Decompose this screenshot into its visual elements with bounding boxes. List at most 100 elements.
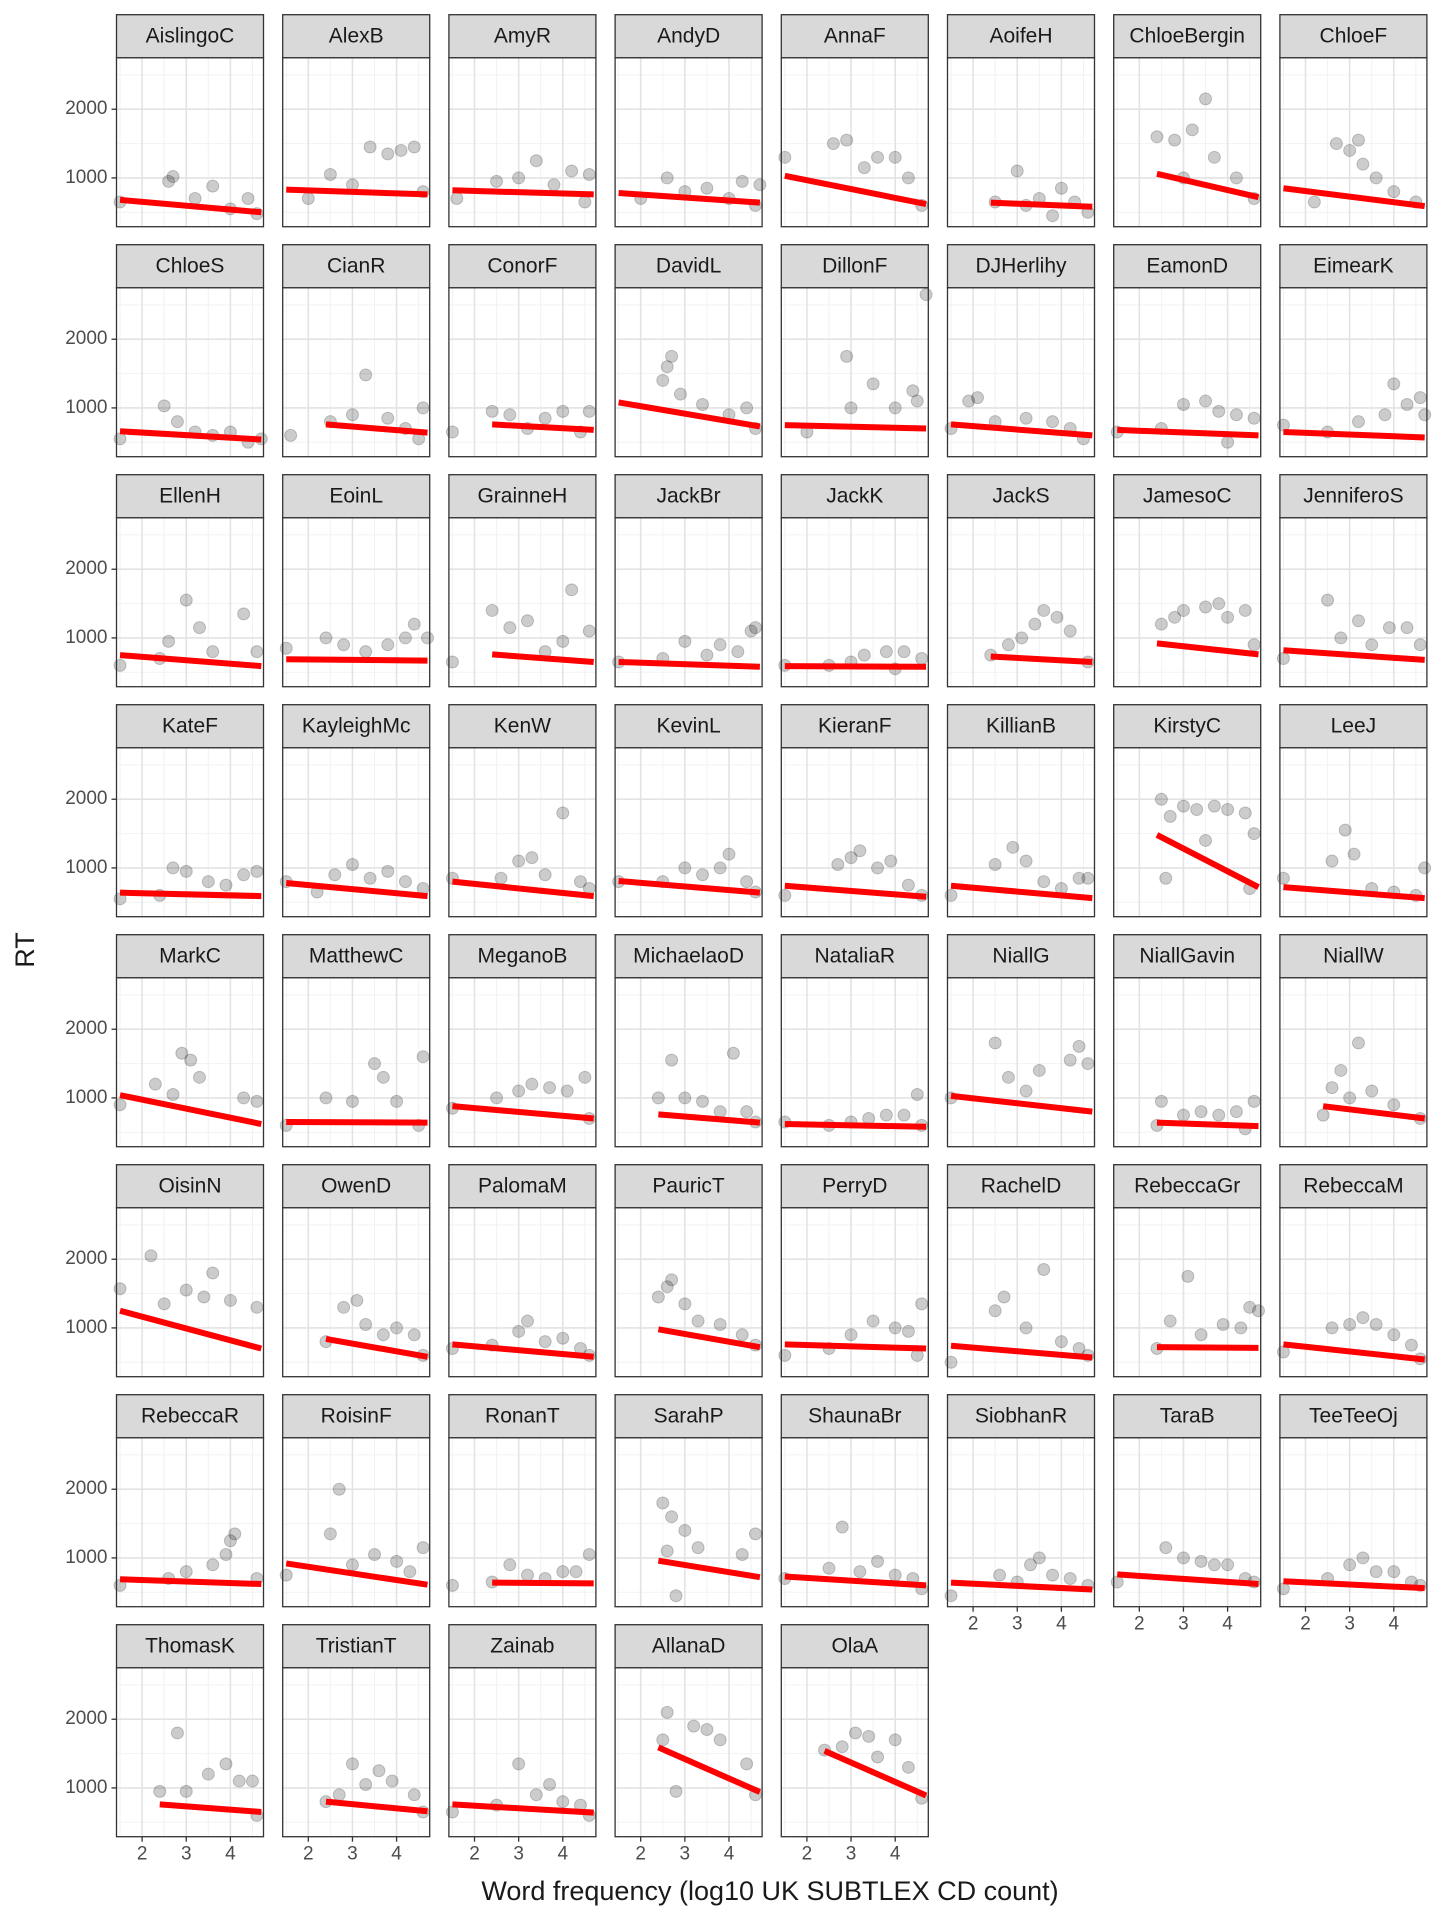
panel: RoisinF	[279, 1394, 431, 1608]
point	[1351, 614, 1365, 628]
point	[573, 875, 587, 889]
strip-label: AndyD	[657, 25, 720, 48]
point	[337, 638, 351, 652]
y-axis-title: RT	[10, 932, 40, 968]
point	[1168, 133, 1182, 147]
x-tick-label: 4	[890, 1844, 901, 1865]
fit-line	[1283, 1341, 1426, 1363]
point	[166, 861, 180, 875]
point	[250, 1094, 264, 1108]
strip-label: KillianB	[986, 715, 1056, 738]
point	[866, 377, 880, 391]
panel-background	[1113, 977, 1261, 1147]
point	[490, 174, 504, 188]
strip-label: MatthewC	[309, 945, 404, 968]
point	[901, 171, 915, 185]
point	[1199, 394, 1213, 408]
point	[1343, 1091, 1357, 1105]
point	[687, 1719, 701, 1733]
strip	[1113, 704, 1262, 749]
point	[445, 425, 459, 439]
strip-label: JackBr	[657, 485, 721, 508]
strip	[614, 1394, 763, 1439]
fit-line	[990, 199, 1093, 210]
strip-label: MeganoB	[477, 945, 567, 968]
y-tick-label: 2000	[65, 1478, 107, 1499]
point	[1369, 1565, 1383, 1579]
point	[398, 631, 412, 645]
strip	[614, 474, 763, 519]
strip-label: AllanaD	[652, 1635, 726, 1658]
x-tick-label: 3	[1178, 1614, 1189, 1635]
point	[144, 1249, 158, 1263]
point	[416, 1050, 430, 1064]
point	[525, 851, 539, 865]
fit-line	[452, 187, 594, 198]
point	[731, 645, 745, 659]
panel: TristianT 2 3 4	[282, 1624, 431, 1865]
panel: AllanaD 2 3 4	[614, 1624, 763, 1865]
point	[660, 1280, 674, 1294]
strip	[282, 934, 431, 979]
point	[1221, 610, 1235, 624]
point	[1199, 833, 1213, 847]
point	[241, 192, 255, 206]
point	[206, 1558, 220, 1572]
point	[1194, 1105, 1208, 1119]
panel-background	[116, 1207, 264, 1377]
point	[1334, 631, 1348, 645]
point	[660, 1705, 674, 1719]
point	[170, 415, 184, 429]
point	[910, 1087, 924, 1101]
point	[665, 1053, 679, 1067]
strip-label: EamonD	[1146, 255, 1228, 278]
panel: JackBr	[612, 474, 763, 688]
point	[1387, 1098, 1401, 1112]
point	[556, 1795, 570, 1809]
point	[1243, 1300, 1257, 1314]
point	[1418, 861, 1432, 875]
point	[381, 147, 395, 161]
strip	[1113, 1164, 1262, 1209]
point	[206, 179, 220, 193]
point	[345, 857, 359, 871]
panel: JackK	[778, 474, 929, 688]
point	[569, 1565, 583, 1579]
panel: TaraB 2 3 4	[1110, 1394, 1262, 1635]
strip-label: ThomasK	[145, 1635, 235, 1658]
point	[988, 1036, 1002, 1050]
y-tick-label: 1000	[65, 857, 107, 878]
panel-background	[781, 1667, 929, 1837]
y-tick-label: 1000	[65, 627, 107, 648]
fit-line	[990, 653, 1093, 665]
point	[1387, 1328, 1401, 1342]
fit-line	[657, 1326, 761, 1351]
strip	[780, 244, 929, 289]
panel: RachelD	[944, 1164, 1096, 1378]
point	[170, 1726, 184, 1740]
strip	[614, 704, 763, 749]
strip	[780, 934, 929, 979]
point	[1334, 1063, 1348, 1077]
point	[1154, 792, 1168, 806]
fit-line	[286, 186, 428, 198]
strip	[1113, 474, 1262, 519]
panel: ChloeBergin	[1113, 14, 1262, 228]
fit-line	[1156, 640, 1259, 658]
point	[1365, 1084, 1379, 1098]
y-tick-label: 2000	[65, 1248, 107, 1269]
strip-label: DillonF	[822, 255, 887, 278]
point	[871, 1750, 885, 1764]
point	[910, 394, 924, 408]
x-tick-label: 4	[558, 1844, 569, 1865]
strip	[448, 14, 597, 59]
point	[407, 1788, 421, 1802]
strip	[115, 1394, 265, 1439]
point	[971, 391, 985, 405]
strip-label: DJHerlihy	[975, 255, 1067, 278]
strip	[115, 474, 265, 519]
point	[398, 875, 412, 889]
point	[1356, 1311, 1370, 1325]
point	[1185, 123, 1199, 137]
strip	[614, 934, 763, 979]
